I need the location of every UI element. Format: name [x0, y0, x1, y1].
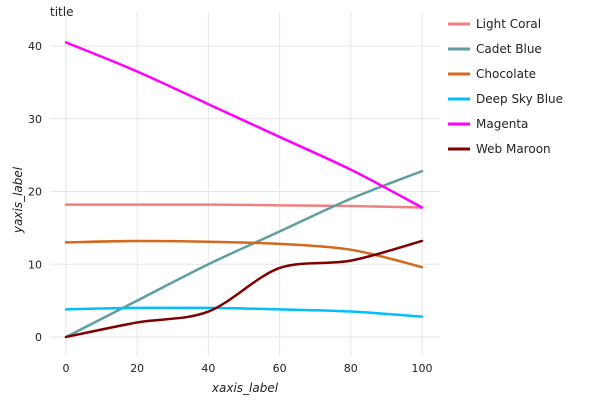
legend-label-deep-sky-blue: Deep Sky Blue [476, 92, 563, 106]
y-tick-label: 0 [35, 331, 42, 344]
y-tick-label: 40 [28, 40, 42, 53]
x-tick-label: 40 [201, 362, 215, 375]
series-lines [64, 41, 424, 339]
tick-labels: 0 10 20 30 40 0 20 40 60 80 100 [28, 40, 433, 375]
y-axis-title: yaxis_label [11, 166, 25, 234]
x-tick-label: 20 [130, 362, 144, 375]
legend: Light Coral Cadet Blue Chocolate Deep Sky B… [448, 17, 563, 156]
legend-label-light-coral: Light Coral [476, 17, 541, 31]
series-line-magenta [64, 41, 424, 209]
series-line-web-maroon [64, 239, 424, 339]
y-tick-label: 20 [28, 186, 42, 199]
x-tick-label: 100 [412, 362, 433, 375]
series-line-light-coral [64, 203, 424, 209]
y-tick-label: 10 [28, 258, 42, 271]
legend-label-cadet-blue: Cadet Blue [476, 42, 542, 56]
x-tick-label: 60 [273, 362, 287, 375]
x-tick-label: 0 [63, 362, 70, 375]
grid-lines [50, 12, 440, 356]
x-axis-title: xaxis_label [211, 381, 279, 395]
x-tick-label: 80 [344, 362, 358, 375]
legend-label-magenta: Magenta [476, 117, 528, 131]
series-line-chocolate [64, 239, 424, 269]
series-line-deep-sky-blue [64, 306, 424, 318]
legend-label-chocolate: Chocolate [476, 67, 536, 81]
y-tick-label: 30 [28, 113, 42, 126]
legend-label-web-maroon: Web Maroon [476, 142, 551, 156]
series-line-cadet-blue [64, 169, 424, 339]
chart-title: title [50, 5, 73, 19]
